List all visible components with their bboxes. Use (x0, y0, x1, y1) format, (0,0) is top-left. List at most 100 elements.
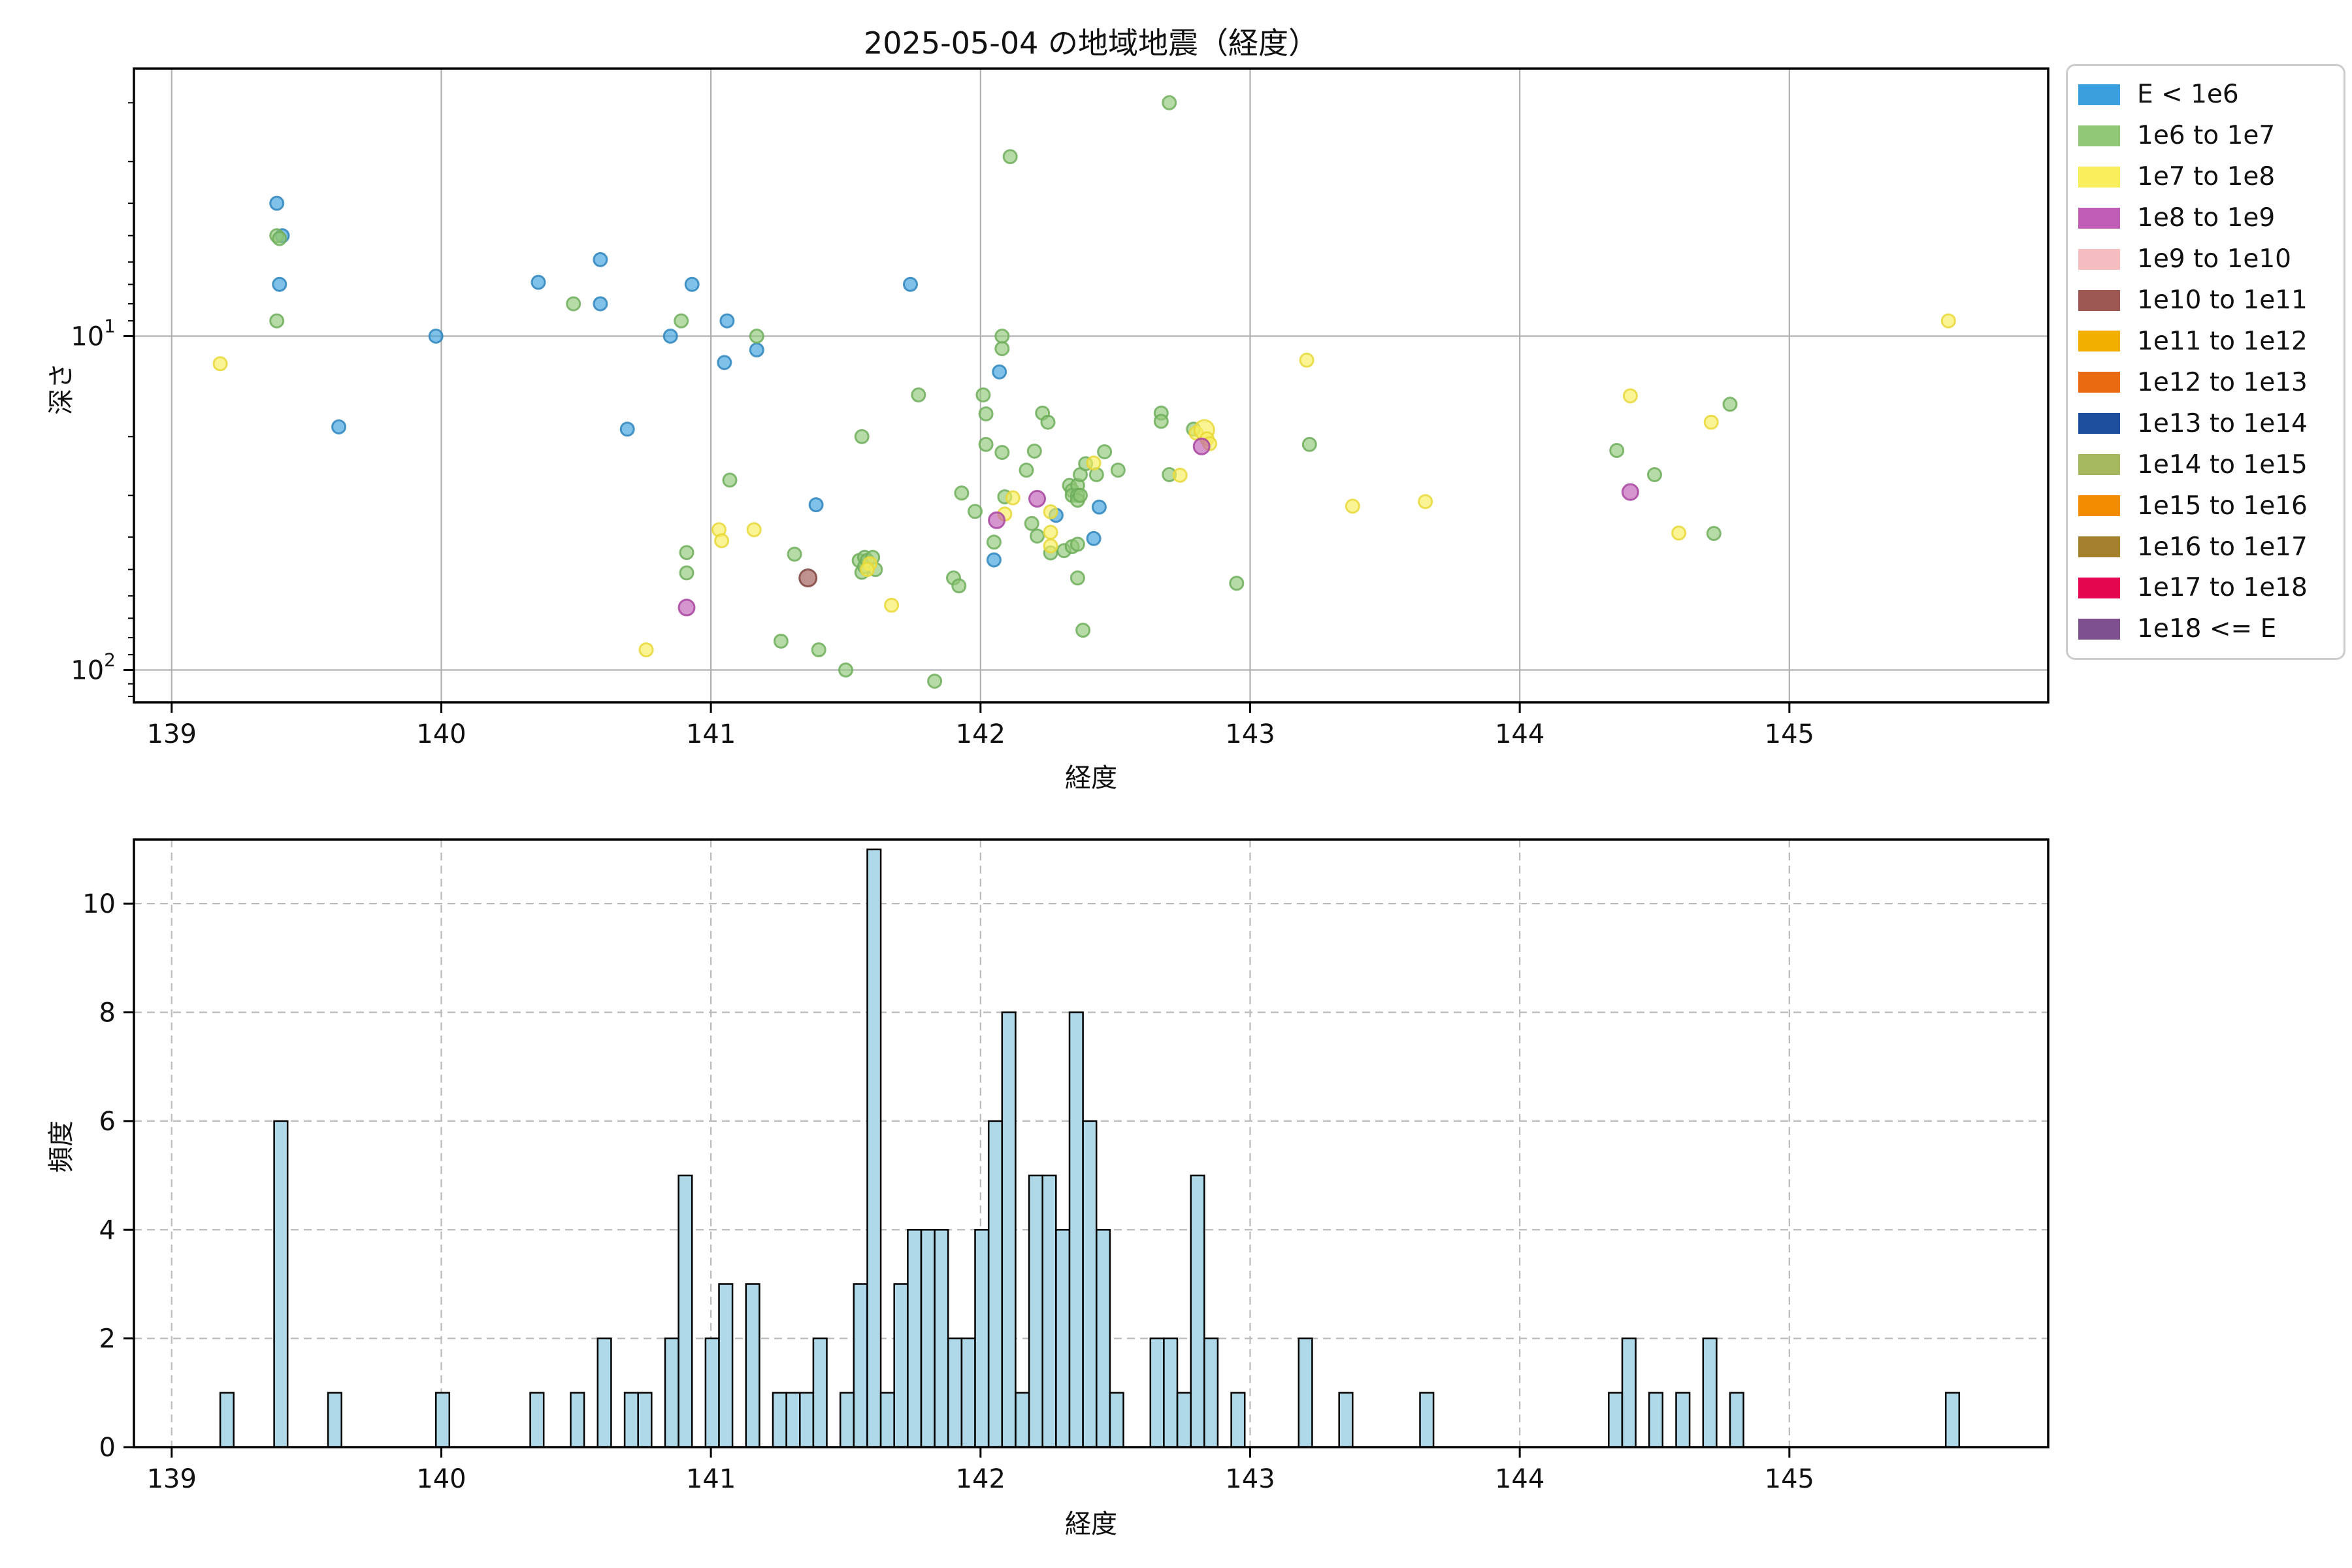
scatter-point (717, 355, 732, 370)
scatter-point (1722, 397, 1738, 412)
scatter-point (911, 387, 926, 402)
scatter-point (331, 419, 347, 434)
legend-label: 1e8 to 1e9 (2137, 203, 2276, 233)
legend-label: 1e17 to 1e18 (2137, 573, 2308, 603)
scatter-point (978, 436, 994, 452)
hist-bar (866, 848, 882, 1448)
scatter-point (428, 329, 444, 344)
hist-bar (637, 1392, 653, 1448)
hist-bar (947, 1337, 963, 1448)
hist-bar (853, 1283, 868, 1448)
scatter-point (1086, 531, 1102, 546)
scatter-point (679, 545, 694, 561)
scatter-point (1301, 436, 1317, 452)
legend-item: 1e17 to 1e18 (2078, 569, 2333, 607)
scatter-point (1110, 463, 1126, 478)
scatter-point (854, 429, 870, 444)
hist-bar (704, 1337, 720, 1448)
hist-bar (1675, 1392, 1691, 1448)
hist-bar (1621, 1337, 1637, 1448)
scatter-point (1097, 444, 1113, 459)
hist-ytick-label: 2 (99, 1324, 116, 1354)
hist-bar (327, 1392, 342, 1448)
hist-bar (772, 1392, 787, 1448)
hist-bar (839, 1392, 855, 1448)
legend-label: 1e18 <= E (2137, 614, 2277, 644)
scatter-point (1162, 95, 1177, 110)
scatter-point (1002, 149, 1018, 165)
scatter-ytick-label: 101 (71, 315, 116, 351)
scatter-point (746, 522, 762, 538)
scatter-point (722, 472, 738, 488)
hist-bar (1001, 1011, 1017, 1448)
scatter-point (992, 364, 1007, 380)
scatter-point (975, 387, 991, 402)
legend-label: 1e6 to 1e7 (2137, 121, 2276, 151)
scatter-point (269, 313, 285, 329)
scatter-xtick-label: 139 (147, 719, 197, 749)
scatter-point (1091, 499, 1107, 515)
scatter-xtick-label: 141 (686, 719, 736, 749)
hist-bar (596, 1337, 612, 1448)
scatter-point (1019, 463, 1034, 478)
legend-label: 1e16 to 1e17 (2137, 532, 2308, 562)
scatter-point (272, 276, 287, 292)
scatter-plot: 139 140 141 142 143 144 145 101 102 (71, 67, 2050, 749)
scatter-xlabel: 経度 (1065, 763, 1117, 793)
legend-item: 1e10 to 1e11 (2078, 282, 2333, 319)
hist-bar (718, 1283, 734, 1448)
scatter-point (1030, 529, 1045, 544)
legend-swatch (2078, 331, 2120, 352)
legend-swatch (2078, 495, 2120, 517)
scatter-point (884, 597, 900, 613)
scatter-point (994, 341, 1010, 357)
scatter-point (986, 534, 1002, 550)
legend-item: 1e18 <= E (2078, 610, 2333, 648)
hist-bar (1419, 1392, 1435, 1448)
hist-bar (664, 1337, 679, 1448)
scatter-point (1622, 388, 1638, 404)
hist-xtick-label: 140 (416, 1464, 466, 1494)
hist-bar (1109, 1392, 1124, 1448)
legend-label: 1e14 to 1e15 (2137, 449, 2308, 480)
scatter-point (798, 568, 818, 588)
scatter-point (662, 329, 678, 344)
scatter-frame (133, 67, 2050, 704)
scatter-axes (134, 69, 2048, 702)
scatter-point (1043, 538, 1058, 554)
scatter-xtick-label: 145 (1765, 719, 1814, 749)
legend-item: 1e7 to 1e8 (2078, 158, 2333, 196)
scatter-point (1153, 414, 1169, 429)
hist-ytick-label: 6 (99, 1107, 116, 1137)
scatter-point (714, 533, 730, 549)
scatter-point (749, 329, 764, 344)
hist-bar (879, 1392, 895, 1448)
hist-xtick-label: 144 (1495, 1464, 1544, 1494)
scatter-point (927, 674, 943, 689)
hist-xtick-label: 142 (956, 1464, 1005, 1494)
hist-bar (987, 1120, 1004, 1448)
legend-swatch (2078, 577, 2120, 598)
hist-bar (1096, 1229, 1111, 1448)
scatter-point (1192, 437, 1211, 455)
scatter-point (903, 276, 918, 292)
scatter-ylabel: 深さ (46, 363, 76, 415)
legend-item: 1e11 to 1e12 (2078, 322, 2333, 360)
scatter-point (1073, 487, 1088, 503)
hist-bar (1190, 1174, 1205, 1448)
hist-bar (570, 1392, 585, 1448)
legend-item: 1e8 to 1e9 (2078, 199, 2333, 237)
hist-bar (1298, 1337, 1313, 1448)
hist-bar (219, 1392, 235, 1448)
legend-label: 1e13 to 1e14 (2137, 408, 2308, 438)
hist-bar (623, 1392, 639, 1448)
figure-title: 2025-05-04 の地域地震（経度） (864, 25, 1318, 61)
scatter-point (1609, 443, 1625, 458)
hist-bar (1082, 1120, 1098, 1448)
scatter-point (1070, 536, 1085, 552)
legend-label: 1e12 to 1e13 (2137, 367, 2308, 397)
scatter-point (808, 497, 824, 513)
scatter-point (1706, 526, 1722, 541)
legend-swatch (2078, 536, 2120, 558)
